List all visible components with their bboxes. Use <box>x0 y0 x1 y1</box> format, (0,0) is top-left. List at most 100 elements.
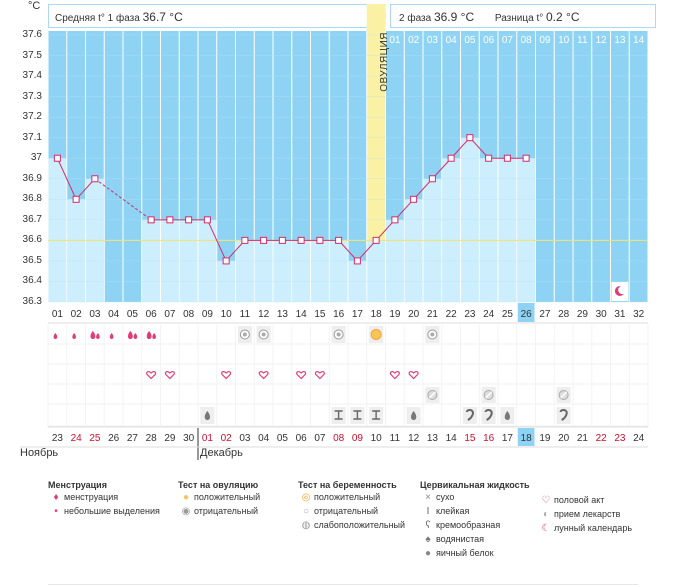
calendar-date-label: 05 <box>277 433 289 444</box>
calendar-date-label: 24 <box>71 433 83 444</box>
legend-group: Тест на овуляцию ● положительный ◉ отрицател… <box>178 480 260 518</box>
legend-item: ☾ лунный календарь <box>538 521 633 535</box>
light-drop-icon <box>72 333 76 339</box>
sticky-icon <box>372 410 381 420</box>
legend-group: Менструация ♦ менструация • небольшие выделе… <box>48 480 160 518</box>
calendar-date-label: 29 <box>164 433 176 444</box>
cycle-day-label: 20 <box>408 309 420 320</box>
negative-circle-icon <box>336 332 341 337</box>
temperature-point <box>72 195 80 203</box>
empty-day <box>573 47 592 302</box>
temperature-point <box>53 154 61 162</box>
calendar-date-label: 26 <box>108 433 120 444</box>
month-label: Декабрь <box>200 447 243 459</box>
legend-item: ◎ положительный <box>298 490 405 504</box>
diff-value: 0.2 °C <box>546 10 580 24</box>
legend-item-label: слабоположительный <box>314 520 406 530</box>
dry-icon: × <box>425 492 431 503</box>
preg-positive-icon: ◎ <box>301 492 311 503</box>
cycle-day-label: 01 <box>52 309 64 320</box>
calendar-date-label: 28 <box>146 433 158 444</box>
temperature-point <box>335 236 343 244</box>
post-ovulation-day-label: 03 <box>427 35 439 46</box>
post-ovulation-day-label: 09 <box>539 35 551 46</box>
cycle-day-label: 17 <box>352 309 364 320</box>
temperature-point <box>278 236 286 244</box>
post-ovulation-day-label: 11 <box>577 35 588 46</box>
legend-item-label: клейкая <box>436 506 470 516</box>
legend-item: ◍ слабоположительный <box>298 518 405 532</box>
temperature-point <box>316 236 324 244</box>
light-drop-icon <box>109 333 114 339</box>
heavy-drop-icon <box>90 331 96 339</box>
creamy-icon <box>465 408 474 421</box>
empty-day <box>104 31 123 302</box>
diff-label: Разница t° <box>494 13 544 24</box>
cycle-day-label: 26 <box>521 309 533 320</box>
cycle-day-label: 08 <box>183 309 195 320</box>
y-tick-label: 37.1 <box>22 131 42 143</box>
temperature-bar <box>367 240 385 302</box>
empty-day <box>592 47 610 302</box>
cycle-day-label: 32 <box>633 309 645 320</box>
phase2-value: 36.9 °C <box>433 10 475 24</box>
calendar-date-label: 17 <box>502 433 514 444</box>
legend-item-label: положительный <box>314 492 381 502</box>
empty-day <box>536 47 554 302</box>
preg-negative-icon: ○ <box>302 506 310 517</box>
calendar-date-label: 23 <box>614 433 626 444</box>
heavy-drop-icon <box>146 331 152 339</box>
calendar-date-label: 27 <box>127 433 139 444</box>
temperature-point <box>260 236 268 244</box>
temperature-point <box>241 236 249 244</box>
watery-icon <box>204 411 211 420</box>
heart-icon: ♡ <box>541 495 551 506</box>
sticky-icon <box>334 410 343 420</box>
legend-item-label: отрицательный <box>194 506 259 516</box>
temperature-point <box>166 216 174 224</box>
legend-item-label: половой акт <box>554 495 605 505</box>
calendar-date-label: 23 <box>52 433 64 444</box>
heart-icon <box>258 371 269 380</box>
temperature-bar <box>236 240 254 302</box>
calendar-date-label: 10 <box>371 433 383 444</box>
legend-group-title: Менструация <box>48 480 107 490</box>
legend-item: ◉ отрицательный <box>178 504 260 518</box>
legend-item: ♠ водянистая <box>420 532 530 546</box>
post-ovulation-day-label: 12 <box>596 35 608 46</box>
temperature-bar <box>498 158 517 302</box>
cycle-day-label: 25 <box>502 309 514 320</box>
temperature-bar <box>479 158 498 302</box>
y-tick-label: 36.6 <box>22 234 42 246</box>
calendar-date-label: 09 <box>352 433 364 444</box>
sticky-icon <box>353 410 362 420</box>
heavy-drop-icon <box>152 333 156 339</box>
empty-day <box>611 47 629 302</box>
light-drop-icon: • <box>54 506 58 517</box>
temperature-point <box>503 154 511 162</box>
cycle-day-label: 30 <box>596 309 608 320</box>
legend-group-title: Тест на овуляцию <box>178 480 259 490</box>
legend-item: ♡ половой акт <box>538 493 632 507</box>
temperature-bar <box>273 240 292 302</box>
calendar-date-label: 25 <box>89 433 101 444</box>
creamy-icon <box>559 408 568 421</box>
creamy-icon: ʕ <box>425 520 431 531</box>
y-tick-label: 37.3 <box>22 90 42 102</box>
negative-circle-icon: ◉ <box>181 506 191 517</box>
legend-item-label: прием лекарств <box>554 509 621 519</box>
positive-circle-icon: ● <box>182 492 190 503</box>
cycle-day-label: 02 <box>71 309 83 320</box>
calendar-date-label: 04 <box>258 433 270 444</box>
legend-item-label: сухо <box>436 492 455 502</box>
post-ovulation-day-label: 10 <box>558 35 570 46</box>
cycle-day-label: 15 <box>314 309 326 320</box>
heart-icon <box>296 371 307 380</box>
legend-item-label: отрицательный <box>314 506 379 516</box>
legend-item-label: водянистая <box>436 534 485 544</box>
temperature-bar <box>254 240 273 302</box>
legend: Менструация ♦ менструация • небольшие выделе… <box>48 480 678 585</box>
cycle-day-label: 24 <box>483 309 495 320</box>
legend-group-title: Цервикальная жидкость <box>420 480 530 490</box>
calendar-date-label: 30 <box>183 433 195 444</box>
